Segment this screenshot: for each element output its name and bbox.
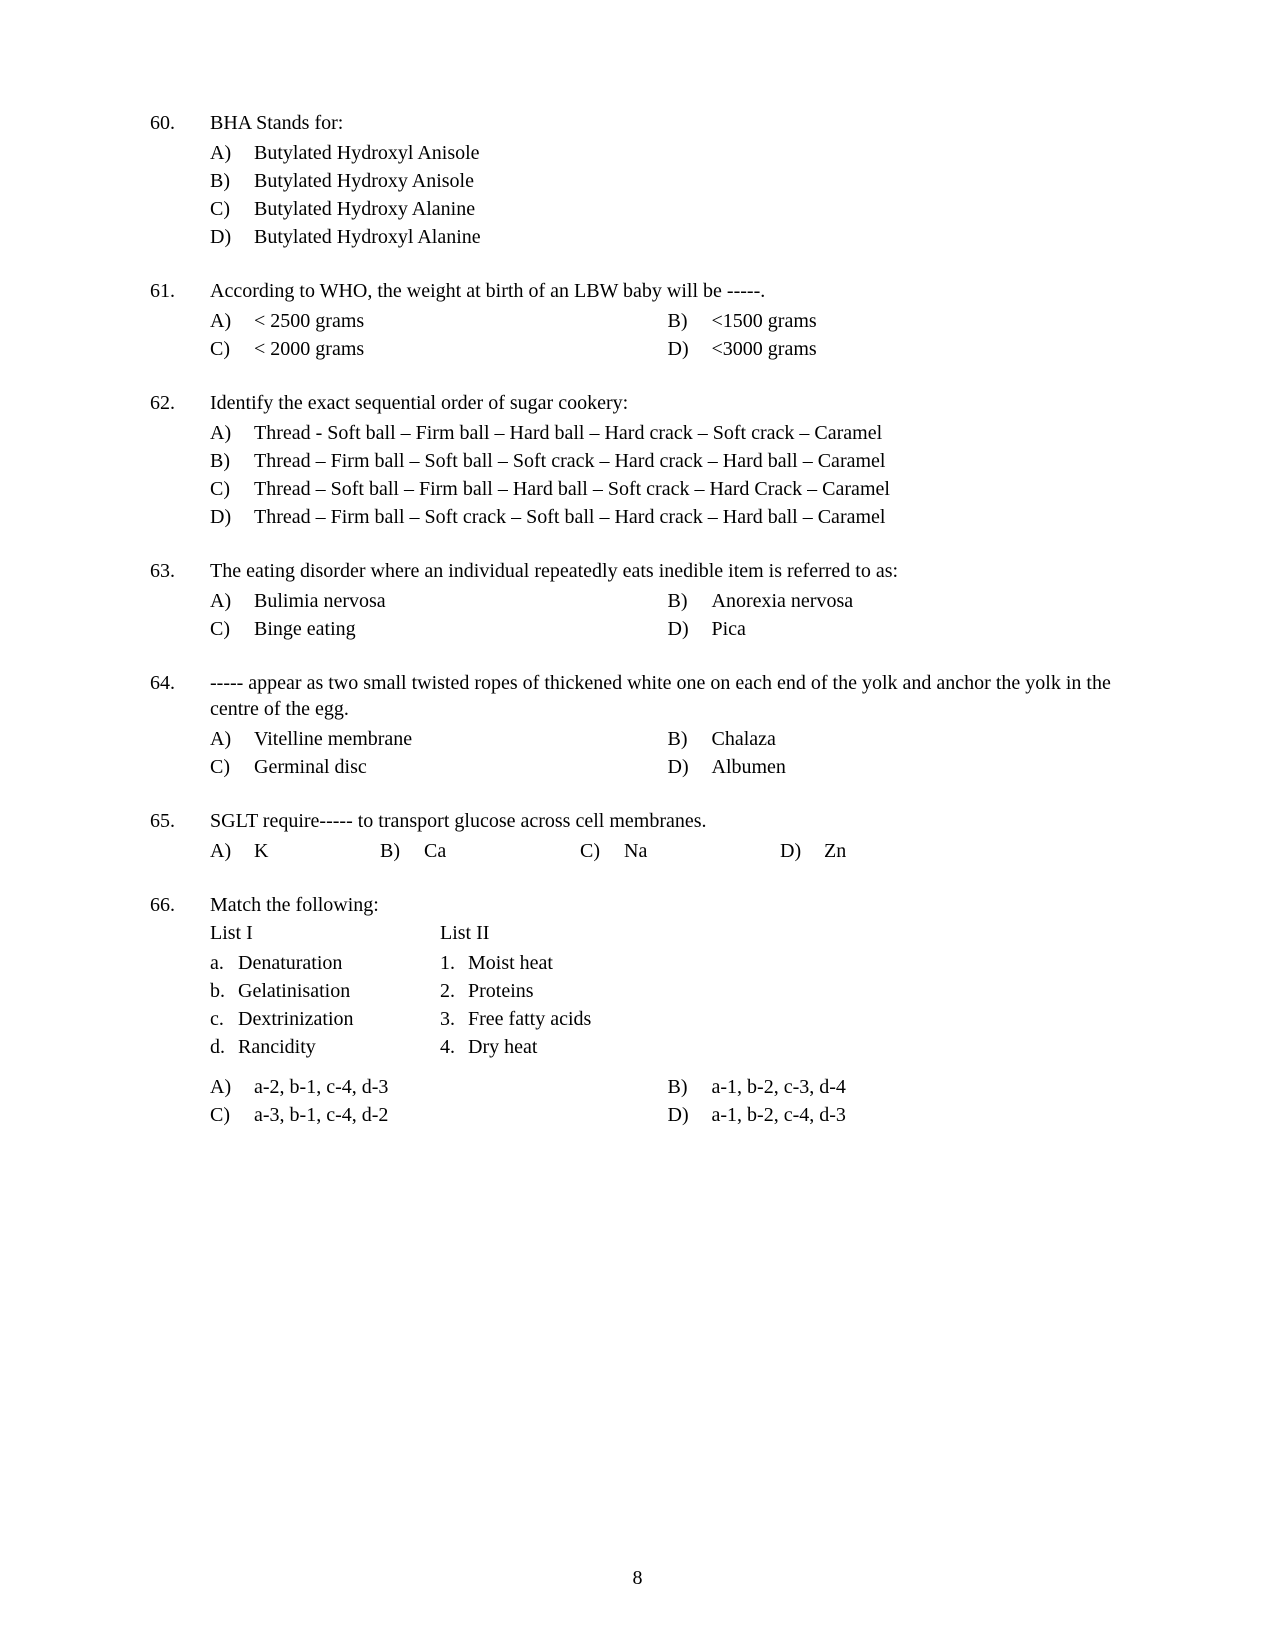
question-text: The eating disorder where an individual … [210, 558, 1125, 584]
option-c: C)< 2000 grams [210, 334, 668, 362]
option-b: B)Anorexia nervosa [668, 586, 1126, 614]
option-c: C)Germinal disc [210, 752, 668, 780]
question-number: 65. [150, 808, 210, 864]
question-66: 66. Match the following: List I a.Denatu… [150, 892, 1125, 1128]
option-c: C)Na [580, 836, 780, 864]
option-a: A)Bulimia nervosa [210, 586, 668, 614]
list-1-header: List I [210, 920, 440, 946]
options: A)K B)Ca C)Na D)Zn [210, 836, 1125, 864]
list-2-header: List II [440, 920, 740, 946]
option-c: C)Butylated Hydroxy Alanine [210, 194, 475, 222]
options: A)Thread - Soft ball – Firm ball – Hard … [210, 418, 1125, 530]
question-text: Identify the exact sequential order of s… [210, 390, 1125, 416]
question-body: Identify the exact sequential order of s… [210, 390, 1125, 530]
option-c: C)a-3, b-1, c-4, d-2 [210, 1100, 668, 1128]
option-c: C)Binge eating [210, 614, 668, 642]
option-b: B)Butylated Hydroxy Anisole [210, 166, 474, 194]
question-body: SGLT require----- to transport glucose a… [210, 808, 1125, 864]
question-60: 60. BHA Stands for: A)Butylated Hydroxyl… [150, 110, 1125, 250]
option-a: A)K [210, 836, 380, 864]
question-text: SGLT require----- to transport glucose a… [210, 808, 1125, 834]
option-a: A)Thread - Soft ball – Firm ball – Hard … [210, 418, 1125, 446]
question-number: 61. [150, 278, 210, 362]
list-1-item: d.Rancidity [210, 1032, 440, 1060]
list-1-item: c.Dextrinization [210, 1004, 440, 1032]
question-number: 62. [150, 390, 210, 530]
option-b: B)a-1, b-2, c-3, d-4 [668, 1072, 1126, 1100]
question-number: 63. [150, 558, 210, 642]
option-d: D)a-1, b-2, c-4, d-3 [668, 1100, 1126, 1128]
question-64: 64. ----- appear as two small twisted ro… [150, 670, 1125, 780]
option-d: D)Thread – Firm ball – Soft crack – Soft… [210, 502, 1125, 530]
list-2-item: 4.Dry heat [440, 1032, 740, 1060]
question-61: 61. According to WHO, the weight at birt… [150, 278, 1125, 362]
option-d: D)Zn [780, 836, 930, 864]
option-a: A)Vitelline membrane [210, 724, 668, 752]
question-body: The eating disorder where an individual … [210, 558, 1125, 642]
question-body: ----- appear as two small twisted ropes … [210, 670, 1125, 780]
option-b: B)Ca [380, 836, 580, 864]
option-d: D)Pica [668, 614, 1126, 642]
question-62: 62. Identify the exact sequential order … [150, 390, 1125, 530]
options: A)< 2500 grams B)<1500 grams C)< 2000 gr… [210, 306, 1125, 362]
question-text: ----- appear as two small twisted ropes … [210, 670, 1125, 722]
options: A)Butylated Hydroxyl Anisole B)Butylated… [210, 138, 1125, 250]
option-a: A)< 2500 grams [210, 306, 668, 334]
option-b: B)Chalaza [668, 724, 1126, 752]
page-number: 8 [0, 1567, 1275, 1590]
options: A)Vitelline membrane B)Chalaza C)Germina… [210, 724, 1125, 780]
list-2-item: 3.Free fatty acids [440, 1004, 740, 1032]
question-text: According to WHO, the weight at birth of… [210, 278, 1125, 304]
list-1-item: b.Gelatinisation [210, 976, 440, 1004]
option-a: A)Butylated Hydroxyl Anisole [210, 138, 480, 166]
question-text: BHA Stands for: [210, 110, 1125, 136]
option-d: D)Butylated Hydroxyl Alanine [210, 222, 481, 250]
list-2-item: 2.Proteins [440, 976, 740, 1004]
match-lists: List I a.Denaturation b.Gelatinisation c… [210, 920, 1125, 1060]
question-number: 66. [150, 892, 210, 1128]
option-b: B)Thread – Firm ball – Soft ball – Soft … [210, 446, 1125, 474]
question-text: Match the following: [210, 892, 1125, 918]
question-body: According to WHO, the weight at birth of… [210, 278, 1125, 362]
question-body: BHA Stands for: A)Butylated Hydroxyl Ani… [210, 110, 1125, 250]
option-a: A)a-2, b-1, c-4, d-3 [210, 1072, 668, 1100]
list-2: List II 1.Moist heat 2.Proteins 3.Free f… [440, 920, 740, 1060]
options: A)a-2, b-1, c-4, d-3 B)a-1, b-2, c-3, d-… [210, 1072, 1125, 1128]
list-2-item: 1.Moist heat [440, 948, 740, 976]
question-63: 63. The eating disorder where an individ… [150, 558, 1125, 642]
question-number: 64. [150, 670, 210, 780]
options: A)Bulimia nervosa B)Anorexia nervosa C)B… [210, 586, 1125, 642]
option-d: D)Albumen [668, 752, 1126, 780]
option-b: B)<1500 grams [668, 306, 1126, 334]
list-1-item: a.Denaturation [210, 948, 440, 976]
question-body: Match the following: List I a.Denaturati… [210, 892, 1125, 1128]
option-c: C)Thread – Soft ball – Firm ball – Hard … [210, 474, 1125, 502]
question-65: 65. SGLT require----- to transport gluco… [150, 808, 1125, 864]
list-1: List I a.Denaturation b.Gelatinisation c… [210, 920, 440, 1060]
question-number: 60. [150, 110, 210, 250]
option-d: D)<3000 grams [668, 334, 1126, 362]
